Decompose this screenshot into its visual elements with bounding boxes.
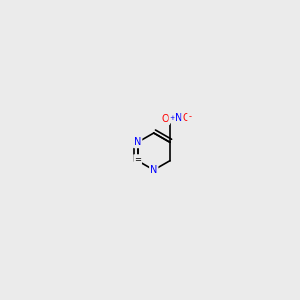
Text: +: + xyxy=(169,115,175,121)
Text: =: = xyxy=(134,155,141,164)
Text: N: N xyxy=(176,113,183,123)
Text: N: N xyxy=(150,165,158,175)
Text: -: - xyxy=(188,112,191,121)
Text: O: O xyxy=(182,113,190,123)
Text: O: O xyxy=(161,114,169,124)
Text: N: N xyxy=(134,137,141,147)
